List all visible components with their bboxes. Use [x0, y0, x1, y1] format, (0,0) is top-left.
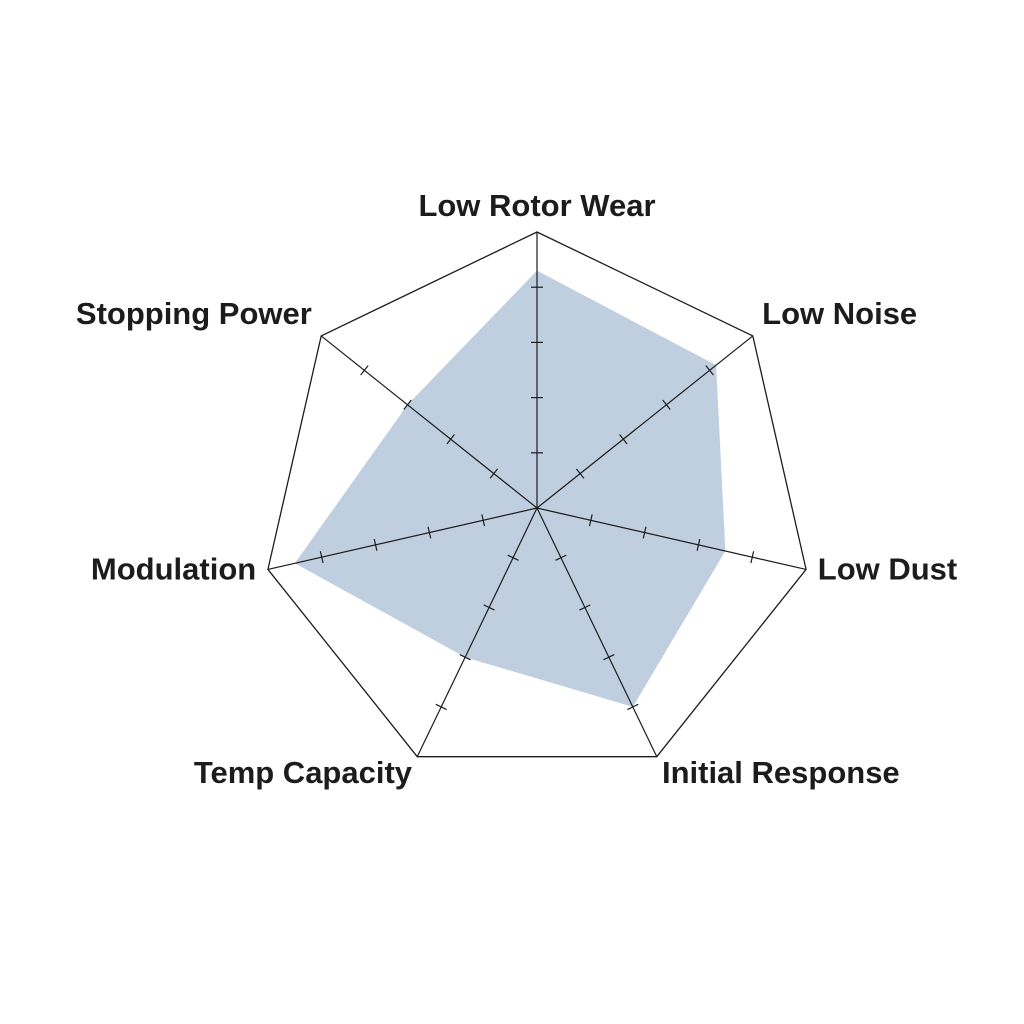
tick-mark [627, 703, 639, 711]
tick-mark [507, 554, 519, 561]
tick-mark [696, 538, 701, 551]
tick-mark [588, 514, 593, 527]
tick-mark [489, 468, 499, 479]
axis-label: Modulation [91, 552, 256, 587]
tick-mark [481, 514, 486, 527]
axis-label: Low Dust [818, 552, 958, 587]
tick-mark [603, 654, 615, 661]
axis-line [320, 335, 538, 509]
tick-mark [360, 365, 369, 376]
axis-line [416, 507, 538, 757]
tick-mark [403, 399, 412, 410]
outer-frame [267, 231, 807, 758]
tick-mark [575, 468, 585, 479]
tick-mark [319, 551, 324, 564]
tick-mark [555, 554, 567, 561]
tick-mark [459, 654, 471, 661]
axis-label: Stopping Power [76, 296, 312, 331]
tick-mark [705, 365, 714, 376]
data-area [294, 270, 726, 707]
axis-label: Initial Response [662, 755, 900, 790]
tick-mark [446, 434, 455, 445]
tick-mark [750, 551, 755, 564]
tick-mark [619, 434, 628, 445]
axis-label: Temp Capacity [194, 755, 413, 790]
tick-mark [642, 526, 647, 539]
tick-mark [373, 538, 378, 551]
axis-line [536, 507, 658, 757]
axis-label: Low Rotor Wear [418, 188, 655, 223]
tick-mark [427, 526, 432, 539]
axis-line [536, 335, 754, 509]
axis-label: Low Noise [762, 296, 917, 331]
tick-mark [662, 399, 671, 410]
tick-mark [579, 604, 591, 611]
tick-mark [483, 604, 495, 611]
axis-line [267, 507, 538, 571]
axis-line [536, 507, 807, 571]
tick-mark [435, 703, 447, 711]
